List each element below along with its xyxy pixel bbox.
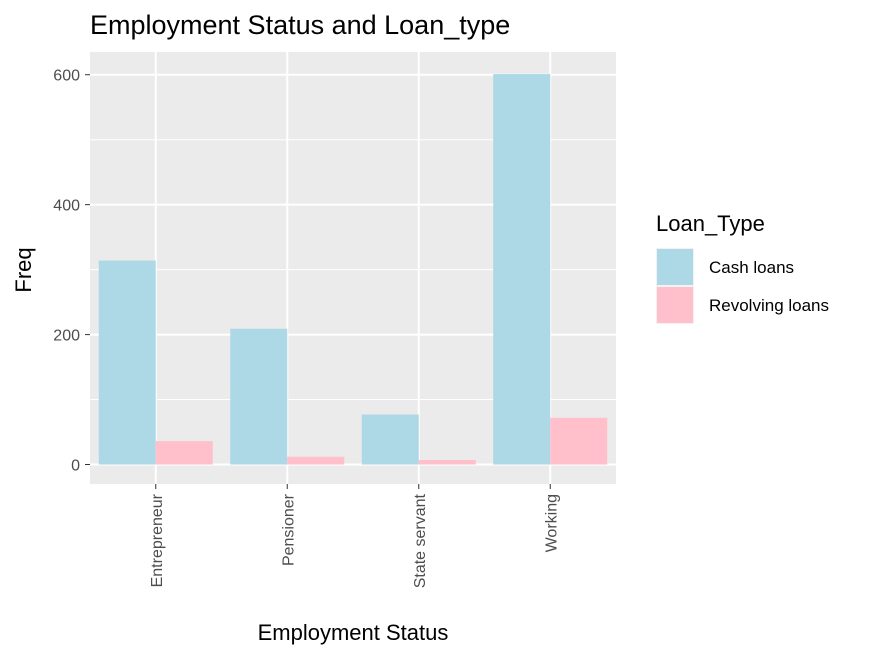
chart-title: Employment Status and Loan_type	[90, 10, 510, 40]
x-axis-title: Employment Status	[258, 620, 449, 645]
bar	[287, 456, 345, 465]
bar	[230, 328, 288, 465]
y-tick-label: 200	[53, 328, 80, 345]
y-tick-label: 600	[53, 68, 80, 85]
legend-label: Revolving loans	[709, 296, 829, 315]
x-tick-label: Pensioner	[280, 493, 297, 566]
bar	[155, 441, 213, 465]
legend-key	[657, 287, 693, 323]
legend-title: Loan_Type	[656, 211, 765, 236]
bar	[550, 417, 608, 465]
y-tick-label: 0	[71, 458, 80, 475]
bar	[98, 260, 156, 465]
legend-key	[657, 249, 693, 285]
y-axis-title: Freq	[11, 247, 36, 292]
x-tick-label: Entrepreneur	[149, 493, 166, 587]
bars	[98, 74, 608, 465]
bar	[418, 459, 476, 465]
legend-label: Cash loans	[709, 258, 794, 277]
x-tick-label: State servant	[412, 493, 429, 588]
x-tick-label: Working	[543, 494, 560, 552]
legend: Loan_Type Cash loans Revolving loans	[656, 211, 829, 324]
axes: 0 200 400 600 Entrepreneur Pensioner State ser…	[53, 68, 560, 589]
bar	[493, 74, 551, 465]
y-tick-label: 400	[53, 198, 80, 215]
bar	[361, 414, 419, 465]
